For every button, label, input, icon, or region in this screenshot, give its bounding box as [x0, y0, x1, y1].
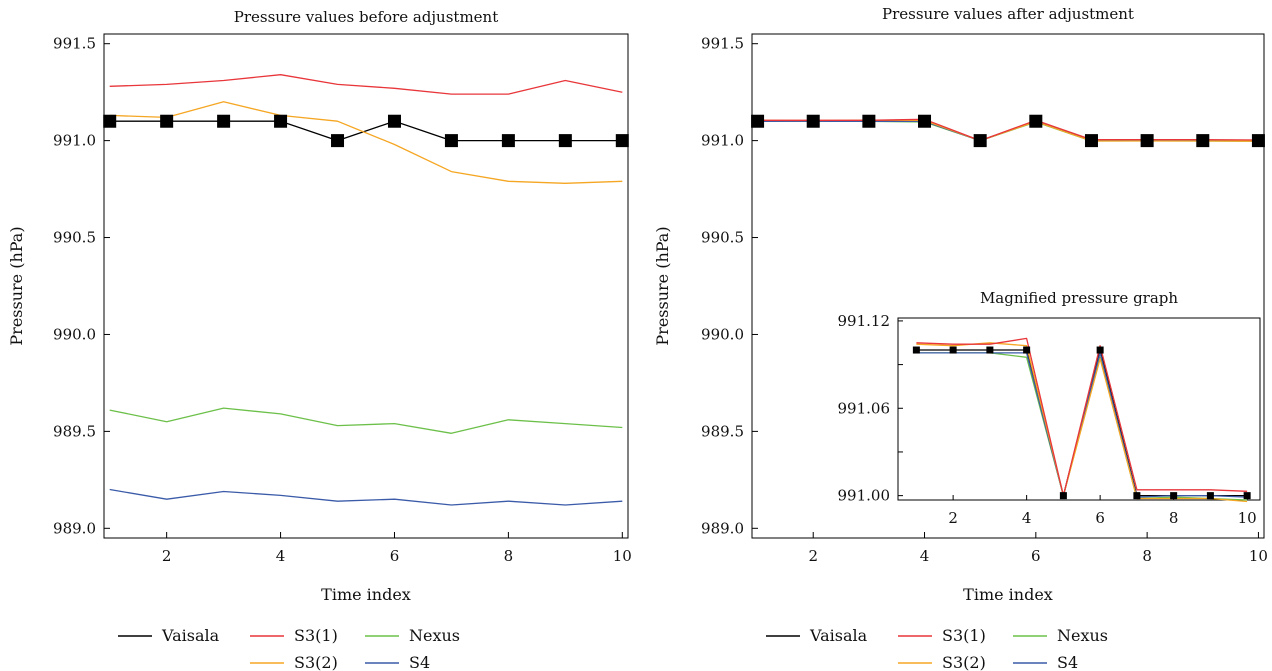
data-point-vaisala: [217, 114, 231, 128]
x-axis-label: Time index: [963, 585, 1053, 604]
x-tick-label: 8: [1142, 547, 1152, 565]
data-point-vaisala: [806, 114, 820, 128]
legend-label-s4: S4: [1057, 653, 1078, 671]
data-point-vaisala: [103, 114, 117, 128]
data-point-vaisala: [1206, 492, 1214, 500]
data-point-vaisala: [1029, 114, 1043, 128]
data-point-vaisala: [331, 134, 345, 148]
data-point-vaisala: [973, 134, 987, 148]
x-axis-label: Time index: [321, 585, 411, 604]
data-point-vaisala: [912, 346, 920, 354]
data-point-vaisala: [444, 134, 458, 148]
y-tick-label: 991.06: [838, 399, 891, 417]
y-tick-label: 990.0: [701, 325, 744, 343]
data-point-vaisala: [949, 346, 957, 354]
y-tick-label: 991.00: [838, 487, 891, 505]
data-point-vaisala: [918, 114, 932, 128]
series-line-s3-1: [916, 337, 1248, 497]
y-tick-label: 991.12: [838, 312, 891, 330]
y-axis-label: Pressure (hPa): [7, 226, 26, 345]
series-line-nexus: [109, 407, 623, 434]
data-point-vaisala: [751, 114, 765, 128]
series-line-s4: [916, 352, 1248, 498]
y-tick-label: 991.5: [701, 35, 744, 53]
y-tick-label: 989.0: [701, 519, 744, 537]
y-tick-label: 991.0: [701, 132, 744, 150]
data-point-vaisala: [1243, 492, 1251, 500]
legend-label-vaisala: Vaisala: [161, 626, 220, 645]
x-tick-label: 2: [162, 547, 172, 565]
data-point-vaisala: [615, 134, 629, 148]
data-point-vaisala: [274, 114, 288, 128]
y-tick-label: 990.0: [53, 325, 96, 343]
legend-label-nexus: Nexus: [409, 626, 460, 645]
y-tick-label: 990.5: [701, 229, 744, 247]
x-tick-label: 6: [1095, 509, 1105, 527]
x-tick-label: 10: [613, 547, 632, 565]
legend-before: Vaisala S3(1) Nexus S3(2) S4: [118, 626, 460, 671]
x-tick-label: 2: [948, 509, 958, 527]
panel-inset-magnified: Magnified pressure graph 2 4 6 8 10 991.00 991.…: [838, 289, 1261, 527]
legend-after: Vaisala S3(1) Nexus S3(2) S4: [766, 626, 1108, 671]
data-point-vaisala: [1196, 134, 1210, 148]
chart-title: Magnified pressure graph: [980, 289, 1178, 307]
x-tick-label: 8: [504, 547, 514, 565]
x-tick-label: 4: [1022, 509, 1032, 527]
data-point-vaisala: [1140, 134, 1154, 148]
x-tick-label: 10: [1249, 547, 1268, 565]
data-point-vaisala: [986, 346, 994, 354]
y-tick-label: 989.0: [53, 519, 96, 537]
y-tick-label: 989.5: [701, 422, 744, 440]
legend-label-s3-1: S3(1): [942, 626, 986, 645]
x-tick-label: 8: [1169, 509, 1179, 527]
data-point-vaisala: [862, 114, 876, 128]
data-point-vaisala: [1084, 134, 1098, 148]
x-tick-label: 10: [1238, 509, 1257, 527]
data-point-vaisala: [501, 134, 515, 148]
x-tick-label: 2: [808, 547, 818, 565]
y-tick-label: 991.5: [53, 35, 96, 53]
legend-label-s4: S4: [409, 653, 430, 671]
data-point-vaisala: [1170, 492, 1178, 500]
data-point-vaisala: [1096, 346, 1104, 354]
series-line-s3-1: [757, 118, 1259, 142]
series-line-s3-1: [109, 74, 623, 95]
legend-label-nexus: Nexus: [1057, 626, 1108, 645]
x-tick-label: 4: [276, 547, 286, 565]
series-line-s4: [109, 488, 623, 506]
data-point-vaisala: [1023, 346, 1031, 354]
data-point-vaisala: [160, 114, 174, 128]
legend-label-vaisala: Vaisala: [809, 626, 868, 645]
data-point-vaisala: [558, 134, 572, 148]
plot-frame: [103, 33, 629, 539]
panel-before: Pressure values before adjustment Time in…: [7, 8, 632, 604]
y-tick-label: 990.5: [53, 229, 96, 247]
plot-frame: [897, 317, 1261, 501]
series-line-vaisala: [109, 120, 623, 142]
data-point-vaisala: [1133, 492, 1141, 500]
y-tick-label: 991.0: [53, 132, 96, 150]
legend-label-s3-2: S3(2): [942, 653, 986, 671]
chart-title: Pressure values before adjustment: [234, 8, 498, 26]
x-tick-label: 6: [1031, 547, 1041, 565]
data-point-vaisala: [1059, 492, 1067, 500]
legend-label-s3-1: S3(1): [294, 626, 338, 645]
data-point-vaisala: [387, 114, 401, 128]
y-axis-label: Pressure (hPa): [653, 226, 672, 345]
legend-label-s3-2: S3(2): [294, 653, 338, 671]
series-line-s3-2: [109, 101, 623, 184]
x-tick-label: 4: [920, 547, 930, 565]
chart-title: Pressure values after adjustment: [882, 5, 1134, 23]
x-tick-label: 6: [390, 547, 400, 565]
data-point-vaisala: [1251, 134, 1265, 148]
y-tick-label: 989.5: [53, 422, 96, 440]
